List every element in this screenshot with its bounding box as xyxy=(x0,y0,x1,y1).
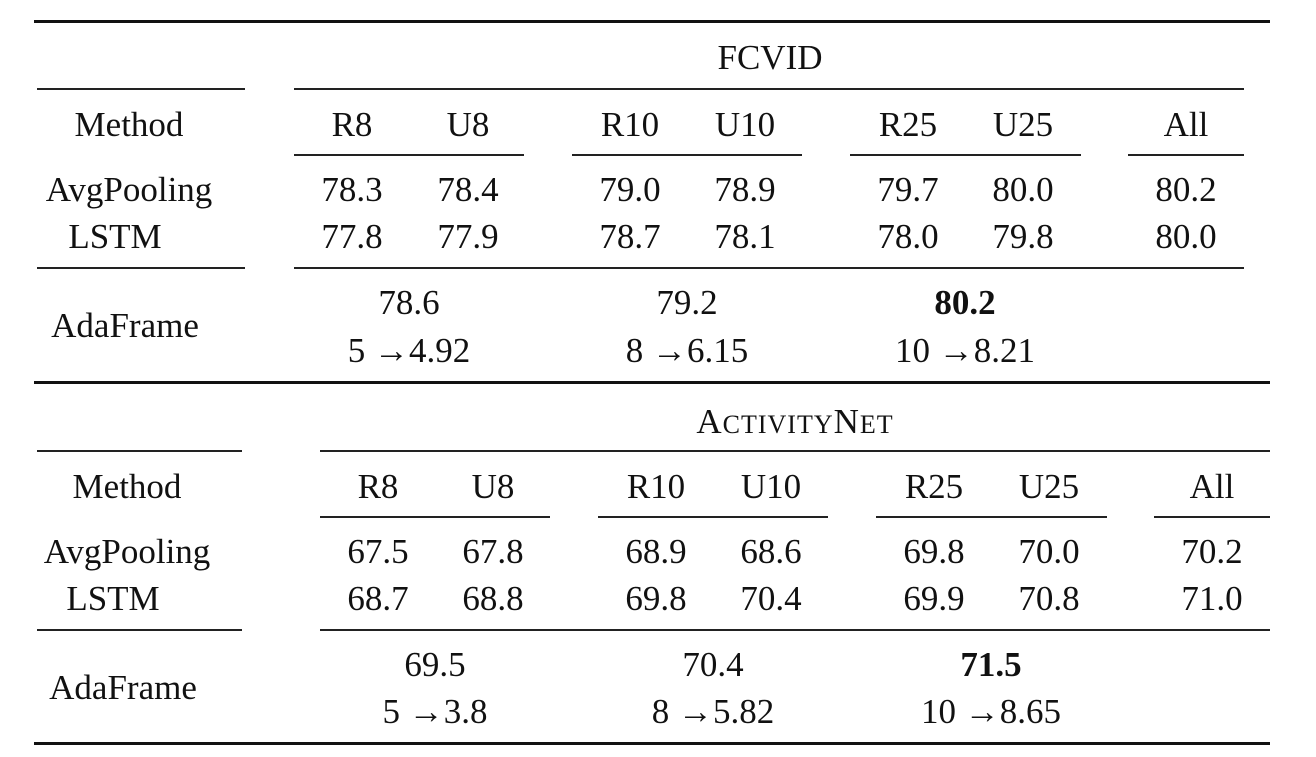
group-rule xyxy=(1128,154,1244,156)
column-header: All xyxy=(1189,467,1235,506)
table-cell: 70.4 xyxy=(740,579,802,618)
table-cell: 78.1 xyxy=(714,217,776,256)
group-rule xyxy=(850,154,1081,156)
table-cell: 69.8 xyxy=(625,579,687,618)
column-header: R8 xyxy=(357,467,399,506)
dataset-title-activitynet: ACTIVITYNET xyxy=(696,404,893,439)
row-method: LSTM xyxy=(68,217,162,256)
table-cell: 79.7 xyxy=(877,170,939,209)
results-rule xyxy=(294,267,1244,269)
method-rule xyxy=(37,629,242,631)
row-method: AvgPooling xyxy=(45,170,213,209)
adaframe-frames: 5 →3.8 xyxy=(382,692,488,731)
table-cell: 67.8 xyxy=(462,532,524,571)
table-cell: 79.8 xyxy=(992,217,1054,256)
dataset-rule xyxy=(320,450,1270,452)
column-header: R10 xyxy=(626,467,686,506)
table-cell: 70.0 xyxy=(1018,532,1080,571)
column-header: R10 xyxy=(600,105,660,144)
table-cell: 79.0 xyxy=(599,170,661,209)
table-cell: 70.8 xyxy=(1018,579,1080,618)
results-rule xyxy=(320,629,1270,631)
table-cell: 78.4 xyxy=(437,170,499,209)
method-rule xyxy=(37,267,245,269)
group-rule xyxy=(320,516,550,518)
column-header: U8 xyxy=(471,467,515,506)
table-cell: 69.9 xyxy=(903,579,965,618)
table-cell: 78.3 xyxy=(321,170,383,209)
group-rule xyxy=(598,516,828,518)
table-cell: 68.7 xyxy=(347,579,409,618)
table-cell: 77.8 xyxy=(321,217,383,256)
column-header: U10 xyxy=(740,467,802,506)
row-method: AvgPooling xyxy=(43,532,211,571)
adaframe-method: AdaFrame xyxy=(49,668,197,707)
row-method: LSTM xyxy=(66,579,160,618)
dataset-rule xyxy=(294,88,1244,90)
dataset-title-text: ACTIVITYNET xyxy=(696,402,894,441)
table-cell: 69.8 xyxy=(903,532,965,571)
table-cell: 70.2 xyxy=(1181,532,1243,571)
table-cell: 78.9 xyxy=(714,170,776,209)
adaframe-score: 78.6 xyxy=(378,283,440,322)
bottom-rule xyxy=(34,742,1270,745)
column-header: U8 xyxy=(446,105,490,144)
adaframe-frames: 10 →8.65 xyxy=(921,692,1061,731)
group-rule xyxy=(294,154,524,156)
column-header: U10 xyxy=(714,105,776,144)
adaframe-score: 79.2 xyxy=(656,283,718,322)
adaframe-method: AdaFrame xyxy=(51,306,199,345)
column-header: U25 xyxy=(992,105,1054,144)
method-header: Method xyxy=(72,467,182,506)
adaframe-frames: 5 →4.92 xyxy=(347,331,471,370)
method-rule xyxy=(37,88,245,90)
table-cell: 80.0 xyxy=(992,170,1054,209)
method-rule xyxy=(37,450,242,452)
group-rule xyxy=(1154,516,1270,518)
group-rule xyxy=(876,516,1107,518)
table-cell: 78.7 xyxy=(599,217,661,256)
column-header: R25 xyxy=(878,105,938,144)
column-header: All xyxy=(1163,105,1209,144)
adaframe-score-best: 71.5 xyxy=(960,645,1022,684)
column-header: R25 xyxy=(904,467,964,506)
section-divider xyxy=(34,381,1270,384)
table-cell: 80.0 xyxy=(1155,217,1217,256)
table-cell: 80.2 xyxy=(1155,170,1217,209)
adaframe-score-best: 80.2 xyxy=(934,283,996,322)
column-header: U25 xyxy=(1018,467,1080,506)
table-cell: 77.9 xyxy=(437,217,499,256)
top-rule xyxy=(34,20,1270,23)
group-rule xyxy=(572,154,802,156)
table-cell: 68.6 xyxy=(740,532,802,571)
table-cell: 68.8 xyxy=(462,579,524,618)
adaframe-frames: 8 →6.15 xyxy=(625,331,749,370)
column-header: R8 xyxy=(331,105,373,144)
table-cell: 68.9 xyxy=(625,532,687,571)
method-header: Method xyxy=(74,105,184,144)
dataset-title-fcvid: FCVID xyxy=(717,38,823,77)
table-cell: 71.0 xyxy=(1181,579,1243,618)
table-cell: 78.0 xyxy=(877,217,939,256)
adaframe-score: 70.4 xyxy=(682,645,744,684)
adaframe-score: 69.5 xyxy=(404,645,466,684)
adaframe-frames: 8 →5.82 xyxy=(651,692,775,731)
adaframe-frames: 10 →8.21 xyxy=(895,331,1035,370)
table-cell: 67.5 xyxy=(347,532,409,571)
